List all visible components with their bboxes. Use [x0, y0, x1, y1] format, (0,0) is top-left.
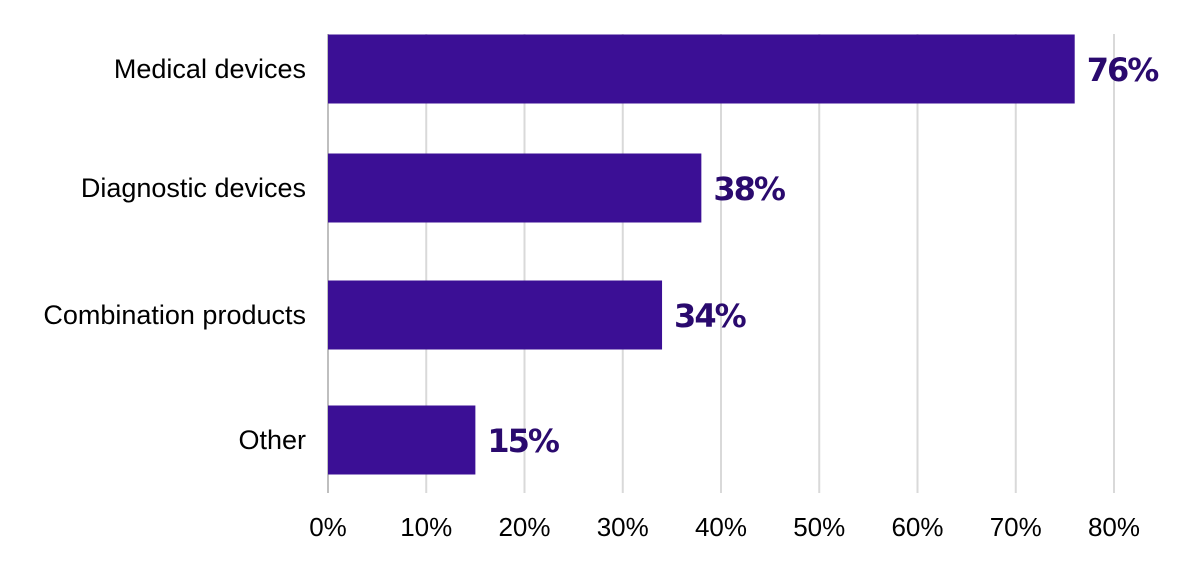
- x-tick-label: 60%: [891, 512, 943, 542]
- category-labels: Medical devices Diagnostic devices Combina…: [43, 54, 306, 455]
- x-tick-label: 70%: [990, 512, 1042, 542]
- x-tick-label: 20%: [498, 512, 550, 542]
- bar: [328, 280, 663, 350]
- value-labels: 76% 38% 34% 15%: [487, 51, 1161, 460]
- x-tick-label: 50%: [793, 512, 845, 542]
- category-label: Other: [238, 425, 306, 455]
- value-label: 38%: [713, 170, 786, 208]
- category-label: Combination products: [43, 300, 306, 330]
- value-label: 34%: [674, 297, 747, 335]
- gridlines: [327, 34, 1115, 493]
- x-tick-labels: 0% 10% 20% 30% 40% 50% 60% 70% 80%: [309, 512, 1140, 542]
- x-tick-label: 10%: [400, 512, 452, 542]
- value-label: 15%: [487, 422, 560, 460]
- bar: [328, 405, 476, 475]
- bars: [328, 34, 1075, 475]
- category-label: Medical devices: [114, 54, 306, 84]
- x-tick-label: 30%: [597, 512, 649, 542]
- category-label: Diagnostic devices: [81, 173, 306, 203]
- value-label: 76%: [1087, 51, 1160, 89]
- bar: [328, 153, 702, 223]
- x-tick-label: 40%: [695, 512, 747, 542]
- x-tick-label: 0%: [309, 512, 347, 542]
- x-tick-label: 80%: [1088, 512, 1140, 542]
- bar: [328, 34, 1075, 104]
